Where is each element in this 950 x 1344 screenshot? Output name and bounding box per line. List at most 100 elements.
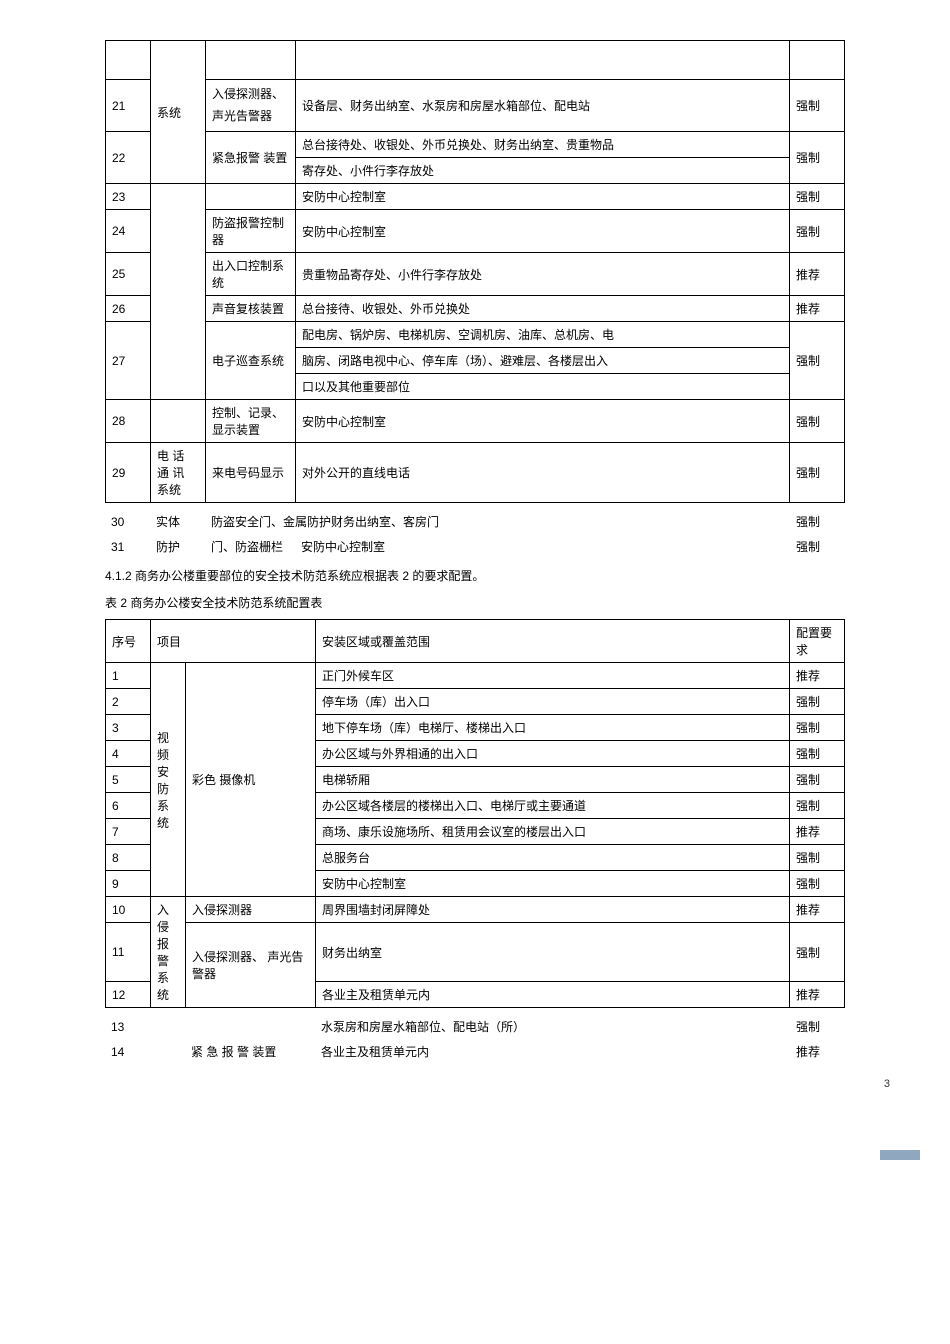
cell-text: 入侵探测器、 声光告警器 xyxy=(192,950,303,981)
req-cell: 推荐 xyxy=(790,296,845,322)
seq-cell: 11 xyxy=(106,923,151,982)
table-row: 28 控制、记录、显示装置 安防中心控制室 强制 xyxy=(106,400,845,443)
seq-cell: 8 xyxy=(106,845,151,871)
header-req: 配置要求 xyxy=(790,620,845,663)
seq-cell: 6 xyxy=(106,793,151,819)
table-row: 29 电 话 通 讯 系统 来电号码显示 对外公开的直线电话 强制 xyxy=(106,443,845,503)
area-cell: 地下停车场（库）电梯厅、楼梯出入口 xyxy=(316,715,790,741)
table-row: 22 紧急报警 装置 总台接待处、收银处、外币兑换处、财务出纳室、贵重物品 强制 xyxy=(106,132,845,158)
table-row: 26 声音复核装置 总台接待、收银处、外币兑换处 推荐 xyxy=(106,296,845,322)
header-cat: 项目 xyxy=(151,620,316,663)
table-row: 13 水泵房和房屋水箱部位、配电站（所） 强制 xyxy=(105,1014,845,1039)
item-cell: 防盗报警控制器 xyxy=(206,210,296,253)
table-row: 27 电子巡查系统 配电房、锅炉房、电梯机房、空调机房、油库、总机房、电 强制 xyxy=(106,322,845,348)
table-header-row: 序号 项目 安装区域或覆盖范围 配置要求 xyxy=(106,620,845,663)
seq-cell: 27 xyxy=(106,322,151,400)
seq-cell: 2 xyxy=(106,689,151,715)
seq-cell: 30 xyxy=(105,509,150,534)
category-cell: 视 频 安 防 系 统 xyxy=(151,663,186,897)
page-number: 3 xyxy=(884,1078,890,1090)
req-cell: 强制 xyxy=(790,132,845,184)
table-row: 系统 xyxy=(106,41,845,80)
category-cell xyxy=(151,184,206,400)
item-cell: 入侵探测器、 声光告警器 xyxy=(186,923,316,1008)
category-cell: 系统 xyxy=(151,41,206,184)
table-2-caption: 表 2 商务办公楼安全技术防范系统配置表 xyxy=(101,592,849,613)
req-cell: 强制 xyxy=(790,793,845,819)
seq-cell: 21 xyxy=(106,80,151,132)
seq-cell: 23 xyxy=(106,184,151,210)
seq-cell: 28 xyxy=(106,400,151,443)
cell-text: 彩色 摄像机 xyxy=(192,773,255,787)
area-cell: 安防中心控制室 xyxy=(296,210,790,253)
item-cell: 声音复核装置 xyxy=(206,296,296,322)
req-cell: 强制 xyxy=(790,845,845,871)
cell-text: 系统 xyxy=(157,106,181,120)
seq-cell: 1 xyxy=(106,663,151,689)
area-cell: 办公区域各楼层的楼梯出入口、电梯厅或主要通道 xyxy=(316,793,790,819)
area-cell: 正门外候车区 xyxy=(316,663,790,689)
table-row: 25 出入口控制系统 贵重物品寄存处、小件行李存放处 推荐 xyxy=(106,253,845,296)
table-row: 1 视 频 安 防 系 统 彩色 摄像机 正门外候车区 推荐 xyxy=(106,663,845,689)
area-cell: 设备层、财务出纳室、水泵房和房屋水箱部位、配电站 xyxy=(296,80,790,132)
area-cell: 安防中心控制室 xyxy=(316,871,790,897)
area-cell: 各业主及租赁单元内 xyxy=(315,1039,790,1064)
item-cell: 控制、记录、显示装置 xyxy=(206,400,296,443)
item-cell: 紧急报警 装置 xyxy=(206,132,296,184)
item-cell: 紧 急 报 警 装置 xyxy=(185,1039,315,1064)
req-cell: 强制 xyxy=(790,443,845,503)
area-cell: 脑房、闭路电视中心、停车库（场）、避难层、各楼层出入 xyxy=(296,348,790,374)
req-cell: 推荐 xyxy=(790,819,845,845)
item-cell: 出入口控制系统 xyxy=(206,253,296,296)
seq-cell: 13 xyxy=(105,1014,150,1039)
header-area: 安装区域或覆盖范围 xyxy=(316,620,790,663)
req-cell: 推荐 xyxy=(790,1039,845,1064)
seq-cell: 5 xyxy=(106,767,151,793)
cell-text: 紧急报警 装置 xyxy=(212,151,287,165)
area-cell: 水泵房和房屋水箱部位、配电站（所） xyxy=(315,1014,790,1039)
table-row: 23 安防中心控制室 强制 xyxy=(106,184,845,210)
category-cell: 电 话 通 讯 系统 xyxy=(151,443,206,503)
req-cell: 推荐 xyxy=(790,982,845,1008)
table-row: 31 防护 门、防盗栅栏 安防中心控制室 强制 xyxy=(105,534,845,559)
seq-cell: 10 xyxy=(106,897,151,923)
area-cell: 对外公开的直线电话 xyxy=(296,443,790,503)
area-cell: 防盗安全门、金属防护财务出纳室、客房门 xyxy=(205,509,790,534)
req-cell: 强制 xyxy=(790,184,845,210)
table-row: 30 实体 防盗安全门、金属防护财务出纳室、客房门 强制 xyxy=(105,509,845,534)
seq-cell: 12 xyxy=(106,982,151,1008)
category-cell: 防护 xyxy=(150,534,205,559)
area-cell: 贵重物品寄存处、小件行李存放处 xyxy=(296,253,790,296)
table-2-outside: 13 水泵房和房屋水箱部位、配电站（所） 强制 14 紧 急 报 警 装置 各业… xyxy=(105,1014,845,1064)
category-cell: 入 侵 报 警 系 统 xyxy=(151,897,186,1008)
item-cell: 入侵探测器 xyxy=(186,897,316,923)
category-cell xyxy=(151,400,206,443)
cell-text: 财务出纳室、客房门 xyxy=(331,515,439,529)
cell-text: 防盗安全门、金属防护 xyxy=(211,515,331,529)
table-row: 10 入 侵 报 警 系 统 入侵探测器 周界围墙封闭屏障处 推荐 xyxy=(106,897,845,923)
cell-text: 入侵探测器、 声光告警器 xyxy=(212,87,284,123)
section-4-1-2: 4.1.2 商务办公楼重要部位的安全技术防范系统应根据表 2 的要求配置。 xyxy=(101,565,849,586)
req-cell: 强制 xyxy=(790,534,845,559)
req-cell: 强制 xyxy=(790,80,845,132)
table-row: 14 紧 急 报 警 装置 各业主及租赁单元内 推荐 xyxy=(105,1039,845,1064)
area-cell: 配电房、锅炉房、电梯机房、空调机房、油库、总机房、电 xyxy=(296,322,790,348)
area-cell: 总台接待处、收银处、外币兑换处、财务出纳室、贵重物品 xyxy=(296,132,790,158)
area-cell: 财务出纳室 xyxy=(316,923,790,982)
page-corner-decoration xyxy=(880,1150,920,1160)
item-cell: 来电号码显示 xyxy=(206,443,296,503)
area-cell: 办公区域与外界相通的出入口 xyxy=(316,741,790,767)
req-cell: 强制 xyxy=(790,767,845,793)
header-seq: 序号 xyxy=(106,620,151,663)
req-cell: 推荐 xyxy=(790,663,845,689)
seq-cell: 26 xyxy=(106,296,151,322)
seq-cell: 22 xyxy=(106,132,151,184)
item-cell: 彩色 摄像机 xyxy=(186,663,316,897)
seq-cell: 31 xyxy=(105,534,150,559)
area-cell: 各业主及租赁单元内 xyxy=(316,982,790,1008)
table-row: 24 防盗报警控制器 安防中心控制室 强制 xyxy=(106,210,845,253)
seq-cell: 25 xyxy=(106,253,151,296)
req-cell: 强制 xyxy=(790,923,845,982)
area-cell: 停车场（库）出入口 xyxy=(316,689,790,715)
area-cell: 安防中心控制室 xyxy=(295,534,790,559)
